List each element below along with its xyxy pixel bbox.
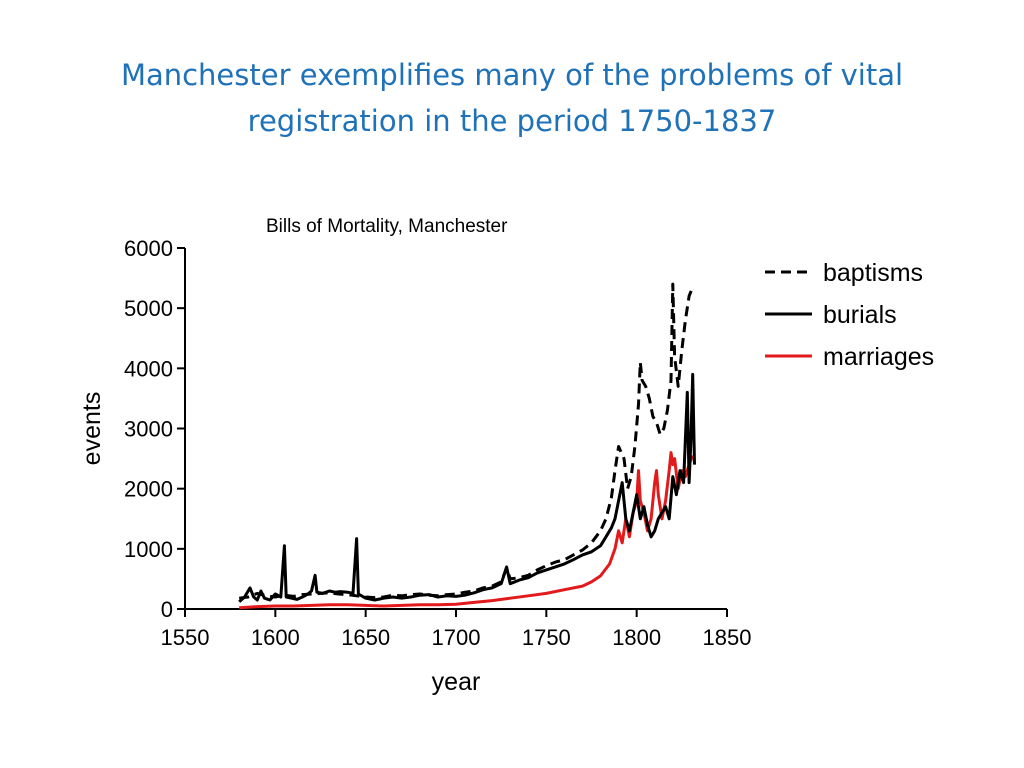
y-axis-title: events	[78, 392, 106, 466]
y-tick-label: 0	[161, 597, 173, 622]
series-line-marriages	[239, 451, 695, 610]
y-tick-label: 3000	[124, 417, 173, 442]
x-axis-title: year	[432, 668, 481, 696]
y-tick-label: 5000	[124, 296, 173, 321]
chart-title: Bills of Mortality, Manchester	[266, 216, 508, 237]
slide-title-line-2: registration in the period 1750-1837	[247, 104, 777, 138]
x-tick-label: 1600	[251, 625, 300, 650]
series-line-burials	[238, 372, 696, 603]
x-tick-label: 1750	[522, 625, 571, 650]
series-layer	[238, 282, 696, 610]
x-tick-label: 1550	[161, 625, 210, 650]
legend-label-baptisms: baptisms	[823, 259, 923, 287]
legend-label-marriages: marriages	[823, 343, 934, 371]
x-tick-label: 1800	[612, 625, 661, 650]
y-tick-label: 1000	[124, 537, 173, 562]
x-tick-label: 1700	[432, 625, 481, 650]
axes: 0 1000 2000 3000 4000 5000 6000 1550 1600 1650 170…	[78, 236, 751, 696]
legend-label-burials: burials	[823, 301, 897, 329]
y-tick-label: 2000	[124, 477, 173, 502]
x-tick-label: 1650	[341, 625, 390, 650]
series-line-baptisms	[239, 282, 695, 600]
slide-title: Manchester exemplifies many of the probl…	[40, 52, 984, 144]
x-tick-label: 1850	[703, 625, 752, 650]
slide-title-line-1: Manchester exemplifies many of the probl…	[120, 58, 904, 92]
legend: baptisms burials marriages	[765, 259, 934, 371]
y-tick-label: 6000	[124, 236, 173, 261]
y-tick-label: 4000	[124, 356, 173, 381]
